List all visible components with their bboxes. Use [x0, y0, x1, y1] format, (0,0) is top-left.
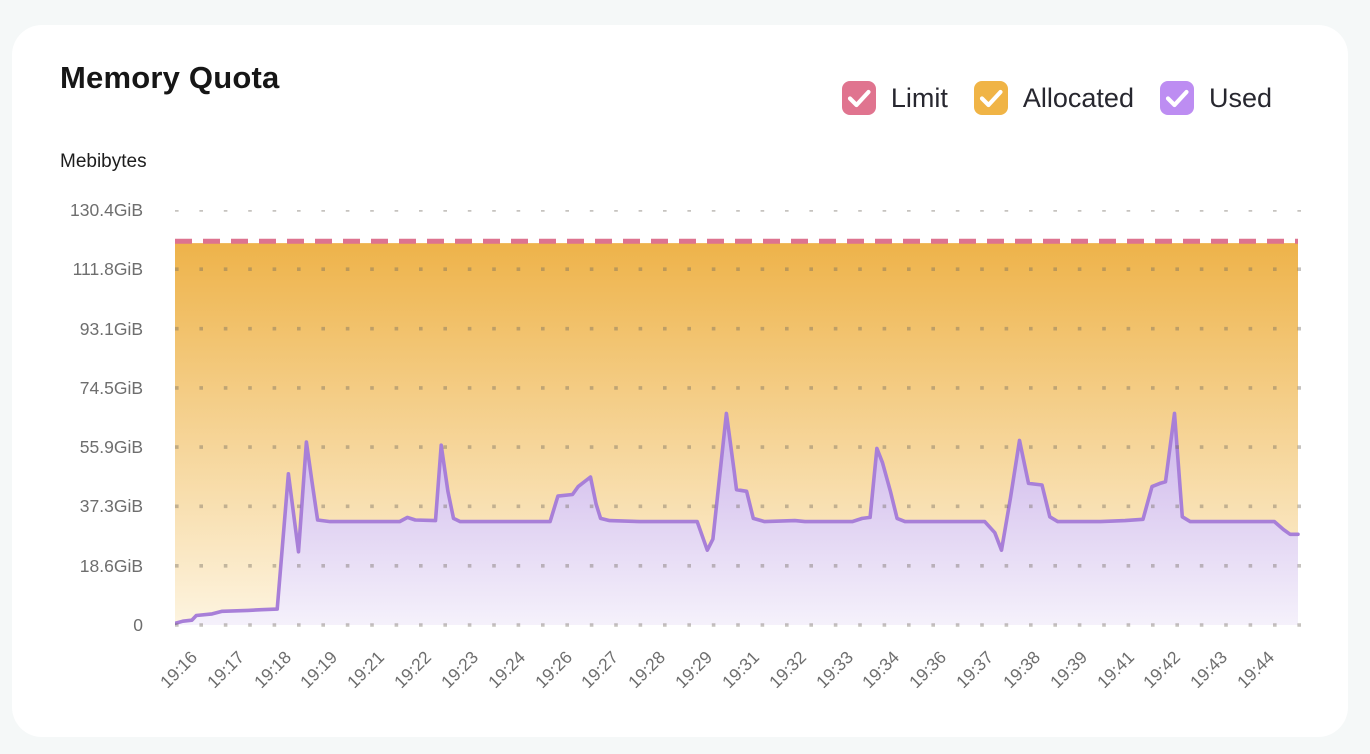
legend-label-used[interactable]: Used — [1208, 82, 1272, 113]
used-checkbox-checked-icon[interactable] — [1159, 81, 1194, 115]
legend-label-limit[interactable]: Limit — [890, 82, 948, 113]
chart-unit-label: Mebibytes — [60, 151, 147, 172]
legend-item-allocated[interactable]: Allocated — [973, 81, 1134, 115]
y-tick-label: 37.3GiB — [79, 496, 143, 517]
chart-plot-area: 130.4GiB 111.8GiB 93.1GiB 74.5GiB 55.9GiB 37.… — [12, 25, 1348, 737]
y-axis: 130.4GiB 111.8GiB 93.1GiB 74.5GiB 55.9GiB 37.… — [12, 200, 143, 635]
used-line — [175, 411, 1300, 626]
limit-checkbox-checked-icon[interactable] — [841, 81, 876, 115]
y-tick-label: 130.4GiB — [70, 200, 143, 220]
y-tick-label: 111.8GiB — [72, 259, 143, 280]
allocated-checkbox-checked-icon[interactable] — [973, 81, 1008, 115]
y-tick-label: 55.9GiB — [79, 437, 143, 458]
legend-item-limit[interactable]: Limit — [841, 81, 948, 115]
legend-label-allocated[interactable]: Allocated — [1022, 82, 1134, 113]
y-tick-label: 18.6GiB — [79, 555, 143, 576]
x-axis: 19:16 19:17 19:18 19:19 19:21 19:22 19:23 19:24… — [156, 639, 1325, 734]
y-tick-label: 0 — [133, 615, 143, 635]
chart-card: Memory Quota Mebibytes Limit Allocated U… — [12, 25, 1348, 737]
legend-item-used[interactable]: Used — [1159, 81, 1272, 115]
memory-quota-chart — [175, 210, 1312, 627]
y-tick-label: 74.5GiB — [79, 377, 143, 398]
chart-legend: Limit Allocated Used — [841, 81, 1272, 115]
y-tick-label: 93.1GiB — [79, 318, 143, 339]
chart-title: Memory Quota — [60, 60, 280, 95]
